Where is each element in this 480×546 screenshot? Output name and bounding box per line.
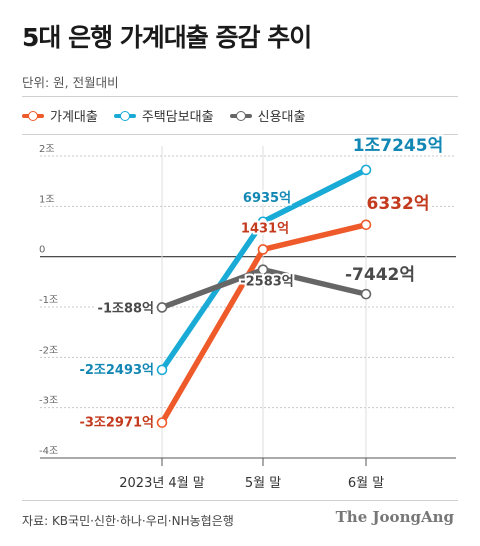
- brand-logo: The JoongAng: [335, 508, 454, 526]
- y-tick-label: -4조: [39, 446, 58, 457]
- data-point: [360, 164, 372, 176]
- data-point: [156, 417, 168, 428]
- legend-swatch-mortgage: [113, 110, 136, 121]
- chart-title: 5대 은행 가계대출 증감 추이: [22, 23, 312, 52]
- data-point: [360, 219, 372, 231]
- unit-label: 단위: 원, 전월대비: [22, 75, 119, 90]
- legend-item-household: 가계대출: [22, 106, 98, 125]
- legend: 가계대출 주택담보대출 신용대출: [22, 106, 321, 125]
- data-point: [156, 364, 168, 376]
- data-label: -2조2493억: [79, 363, 154, 378]
- legend-label-credit: 신용대출: [257, 110, 306, 125]
- data-label: 1조7245억: [353, 136, 443, 156]
- x-tick-label: 6월 말: [348, 476, 384, 491]
- data-label: 6935억: [243, 191, 291, 206]
- data-label: -2583억: [240, 275, 294, 290]
- x-tick-label: 5월 말: [245, 476, 281, 491]
- data-label: 1431억: [241, 221, 289, 236]
- data-label: -7442억: [345, 265, 415, 285]
- legend-divider: [22, 134, 458, 135]
- header-divider: [22, 96, 458, 97]
- data-point: [257, 244, 269, 255]
- data-label: 6332억: [367, 194, 430, 214]
- legend-item-credit: 신용대출: [229, 106, 306, 125]
- y-tick-label: -1조: [39, 295, 58, 306]
- data-label: -1조88억: [98, 301, 154, 316]
- source-note: 자료: KB국민·신한·하나·우리·NH농협은행: [22, 514, 234, 528]
- y-tick-label: -2조: [39, 345, 58, 356]
- data-label: -3조2971억: [79, 416, 154, 431]
- data-point: [156, 302, 168, 313]
- y-tick-label: 2조: [39, 144, 55, 155]
- legend-item-mortgage: 주택담보대출: [113, 106, 214, 125]
- y-tick-label: 1조: [39, 194, 55, 205]
- data-point: [257, 264, 269, 275]
- y-tick-label: 0: [39, 245, 45, 256]
- data-point: [257, 216, 269, 228]
- legend-label-household: 가계대출: [50, 110, 98, 125]
- x-tick-label: 2023년 4월 말: [119, 476, 205, 491]
- legend-swatch-credit: [229, 110, 252, 121]
- legend-swatch-household: [22, 110, 44, 121]
- data-point: [360, 288, 372, 300]
- legend-label-mortgage: 주택담보대출: [141, 110, 214, 125]
- footer-divider: [22, 500, 458, 501]
- y-tick-label: -3조: [39, 396, 58, 407]
